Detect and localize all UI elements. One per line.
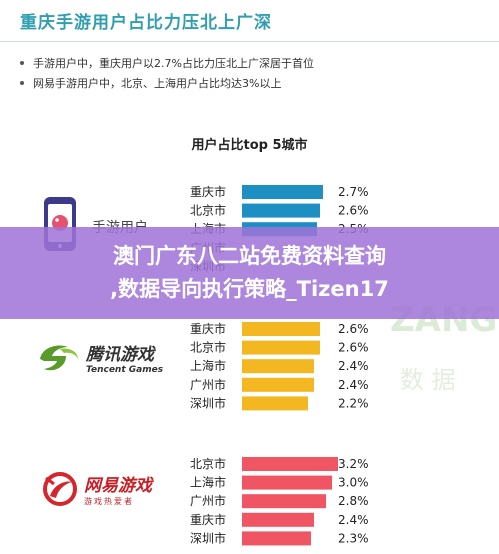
value-label: 2.7% <box>338 185 369 199</box>
bar <box>242 185 323 199</box>
bullet-item: 手游用户中，重庆用户以2.7%占比力压北上广深居于首位 <box>20 53 314 73</box>
value-label: 2.4% <box>338 359 369 373</box>
bullet-text: 网易手游用户中，北京、上海用户占比均达3%以上 <box>33 77 282 90</box>
bar <box>242 475 332 490</box>
bullet-dot-icon <box>20 81 24 85</box>
overlay-line-1: 澳门广东八二站免费资料查询 <box>113 244 386 268</box>
watermark-right: 数 据 <box>400 366 456 394</box>
bar <box>242 396 308 411</box>
category-label: 北京市 <box>190 340 226 355</box>
brand-tencent: 腾讯游戏 Tencent Games <box>36 340 163 375</box>
brand-netease: 网易游戏 游戏热爱者 <box>40 470 152 508</box>
bar <box>242 531 311 546</box>
brand-netease-label: 网易游戏 <box>84 476 152 496</box>
bullet-dot-icon <box>20 61 24 65</box>
brand-tencent-en-label: Tencent Games <box>86 365 164 375</box>
bar <box>242 377 314 392</box>
bar <box>242 203 320 218</box>
bullet-item: 网易手游用户中，北京、上海用户占比均达3%以上 <box>20 73 314 93</box>
value-label: 2.3% <box>338 531 369 545</box>
brand-tencent-label: 腾讯游戏 <box>86 345 154 365</box>
value-label: 2.6% <box>338 204 369 218</box>
category-label: 广州市 <box>190 377 226 392</box>
category-label: 重庆市 <box>190 512 226 527</box>
overlay-banner: 澳门广东八二站免费资料查询 ,数据导向执行策略_Tizen17 <box>0 227 499 319</box>
category-label: 北京市 <box>190 456 226 471</box>
value-label: 2.6% <box>338 322 369 336</box>
bar <box>242 340 320 355</box>
bar <box>242 359 314 374</box>
netease-games-logo-icon <box>43 472 77 506</box>
category-label: 重庆市 <box>190 321 226 336</box>
value-label: 2.4% <box>338 513 369 527</box>
bar <box>242 512 314 527</box>
category-label: 深圳市 <box>190 530 226 545</box>
chart-title: 用户占比top 5城市 <box>191 138 308 153</box>
page-title: 重庆手游用户占比力压北上广深 <box>20 13 272 33</box>
bullet-list: 手游用户中，重庆用户以2.7%占比力压北上广深居于首位 网易手游用户中，北京、上… <box>20 53 314 93</box>
category-label: 深圳市 <box>190 395 226 410</box>
category-label: 广州市 <box>190 493 226 508</box>
value-label: 3.2% <box>338 457 369 471</box>
value-label: 2.6% <box>338 341 369 355</box>
bar <box>242 494 326 509</box>
overlay-line-2: ,数据导向执行策略_Tizen17 <box>110 277 389 301</box>
category-label: 上海市 <box>190 358 226 373</box>
title-divider <box>0 41 499 42</box>
category-label: 重庆市 <box>190 184 226 199</box>
bullet-text: 手游用户中，重庆用户以2.7%占比力压北上广深居于首位 <box>33 57 314 70</box>
bar <box>242 457 338 471</box>
category-label: 上海市 <box>190 475 226 490</box>
tencent-games-logo-icon <box>40 345 78 370</box>
value-label: 3.0% <box>338 476 369 490</box>
brand-netease-sub-label: 游戏热爱者 <box>84 497 134 506</box>
bar <box>242 322 320 336</box>
value-label: 2.2% <box>338 396 369 410</box>
category-label: 北京市 <box>190 203 226 218</box>
value-label: 2.8% <box>338 494 369 508</box>
value-label: 2.4% <box>338 378 369 392</box>
